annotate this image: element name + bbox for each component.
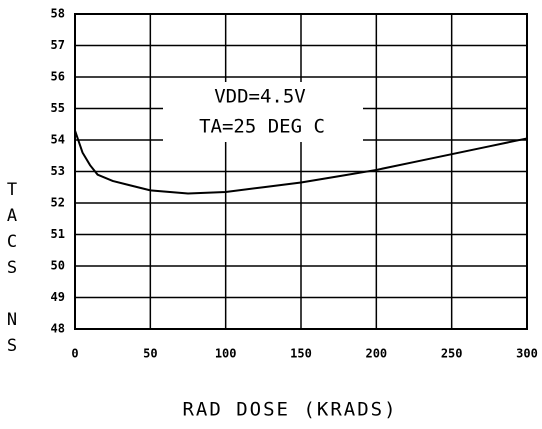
x-tick-label: 150 bbox=[290, 347, 312, 361]
y-tick-label: 56 bbox=[51, 70, 65, 84]
y-tick-label: 55 bbox=[51, 101, 65, 115]
x-tick-label: 100 bbox=[215, 347, 237, 361]
y-tick-label: 50 bbox=[51, 259, 65, 273]
x-tick-label: 250 bbox=[441, 347, 463, 361]
data-line bbox=[74, 130, 528, 195]
x-tick-label: 0 bbox=[71, 347, 78, 361]
y-tick-label: 53 bbox=[51, 164, 65, 178]
y-tick-label: 57 bbox=[51, 38, 65, 52]
y-tick-label: 49 bbox=[51, 290, 65, 304]
x-tick-label: 50 bbox=[143, 347, 157, 361]
x-axis-title: RAD DOSE (KRADS) bbox=[182, 399, 397, 421]
y-tick-label: 58 bbox=[51, 7, 65, 21]
y-axis-title: TACS NS bbox=[2, 180, 22, 362]
annotation: TA=25 DEG C bbox=[199, 116, 325, 138]
annotation-box bbox=[163, 82, 363, 142]
y-tick-label: 54 bbox=[51, 133, 65, 147]
y-tick-label: 51 bbox=[51, 227, 65, 241]
x-tick-label: 200 bbox=[365, 347, 387, 361]
x-tick-label: 300 bbox=[516, 347, 538, 361]
y-tick-label: 48 bbox=[51, 322, 65, 336]
y-tick-label: 52 bbox=[51, 196, 65, 210]
annotation: VDD=4.5V bbox=[214, 86, 306, 108]
